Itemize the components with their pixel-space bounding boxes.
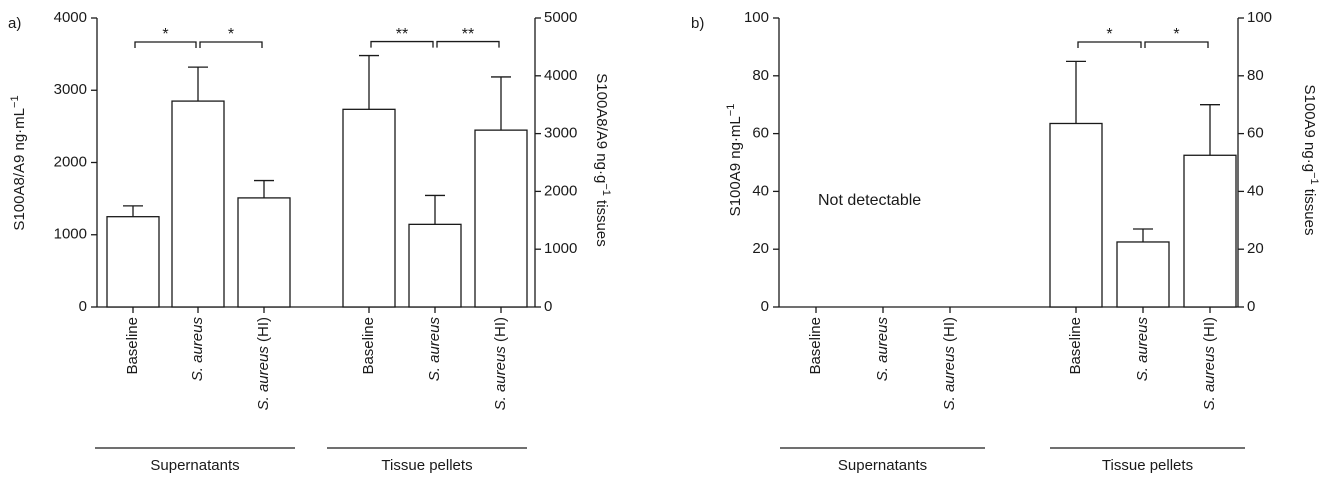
category-label: S. aureus (426, 317, 443, 382)
right-axis-label: S100A8/A9 ng·g−1 tissues (593, 73, 612, 247)
left-axis-tick-label: 20 (752, 240, 769, 257)
right-axis-tick-label: 5000 (544, 9, 577, 26)
category-label: S. aureus (HI) (941, 317, 958, 410)
category-label: Baseline (807, 317, 824, 375)
left-axis-tick-label: 1000 (54, 226, 87, 243)
bar (171, 100, 225, 308)
right-axis-tick-label: 4000 (544, 67, 577, 84)
right-axis-tick-label: 1000 (544, 240, 577, 257)
left-axis-tick-label: 0 (761, 298, 769, 315)
category-label: S. aureus (HI) (1201, 317, 1218, 410)
significance-label: ** (462, 26, 474, 43)
right-axis-tick-label: 80 (1247, 67, 1264, 84)
group-label: Supernatants (150, 457, 239, 474)
significance-label: * (1173, 26, 1179, 43)
left-axis-label: S100A8/A9 ng·mL−1 (9, 95, 28, 230)
right-axis-tick-label: 2000 (544, 182, 577, 199)
significance-bracket (436, 40, 500, 48)
left-axis-tick-label: 0 (79, 298, 87, 315)
category-label: Baseline (360, 317, 377, 375)
group-label: Tissue pellets (381, 457, 472, 474)
panel-label: a) (8, 15, 21, 32)
bar (1183, 154, 1237, 308)
bar (342, 108, 396, 308)
not-detectable-annotation: Not detectable (818, 192, 921, 209)
bar (474, 129, 528, 308)
category-label: S. aureus (1134, 317, 1151, 382)
panel-b-chart: b) 0 20 40 60 80 100 S100A9 ng·mL−1 0 20 40 60 80 100… (691, 9, 1320, 474)
category-label: Baseline (1067, 317, 1084, 375)
right-axis-tick-label: 0 (1247, 298, 1255, 315)
category-label: S. aureus (HI) (492, 317, 509, 410)
category-label: S. aureus (189, 317, 206, 382)
significance-bracket (370, 40, 434, 48)
group-label: Supernatants (838, 457, 927, 474)
significance-label: * (1106, 26, 1112, 43)
panel-label: b) (691, 15, 704, 32)
right-axis-tick-label: 0 (544, 298, 552, 315)
bar (237, 197, 291, 308)
significance-bracket (1144, 41, 1209, 48)
left-axis-tick-label: 40 (752, 182, 769, 199)
panel-a-chart: a) 0 1000 2000 3000 4000 S100A8/A9 ng·mL−1 0 100… (8, 9, 612, 474)
significance-bracket (1077, 41, 1142, 48)
left-axis-tick-label: 2000 (54, 153, 87, 170)
right-axis-tick-label: 40 (1247, 182, 1264, 199)
left-axis-tick-label: 3000 (54, 81, 87, 98)
category-label: S. aureus (874, 317, 891, 382)
significance-label: * (162, 26, 168, 43)
significance-bracket (199, 41, 263, 48)
significance-bracket (134, 41, 197, 48)
right-axis-tick-label: 3000 (544, 125, 577, 142)
significance-label: * (228, 26, 234, 43)
right-axis-tick-label: 20 (1247, 240, 1264, 257)
left-axis-label: S100A9 ng·mL−1 (725, 104, 744, 217)
significance-label: ** (396, 26, 408, 43)
left-axis-tick-label: 60 (752, 125, 769, 142)
right-axis-label: S100A9 ng·g−1 tissues (1301, 85, 1320, 236)
left-axis-tick-label: 4000 (54, 9, 87, 26)
right-axis-tick-label: 100 (1247, 9, 1272, 26)
left-axis-tick-label: 80 (752, 67, 769, 84)
bar (408, 223, 462, 308)
bar (1049, 122, 1103, 308)
right-axis-tick-label: 60 (1247, 125, 1264, 142)
left-axis-tick-label: 100 (744, 9, 769, 26)
bar (1116, 241, 1170, 308)
category-label: S. aureus (HI) (255, 317, 272, 410)
category-label: Baseline (124, 317, 141, 375)
group-label: Tissue pellets (1102, 457, 1193, 474)
bar (106, 216, 160, 308)
